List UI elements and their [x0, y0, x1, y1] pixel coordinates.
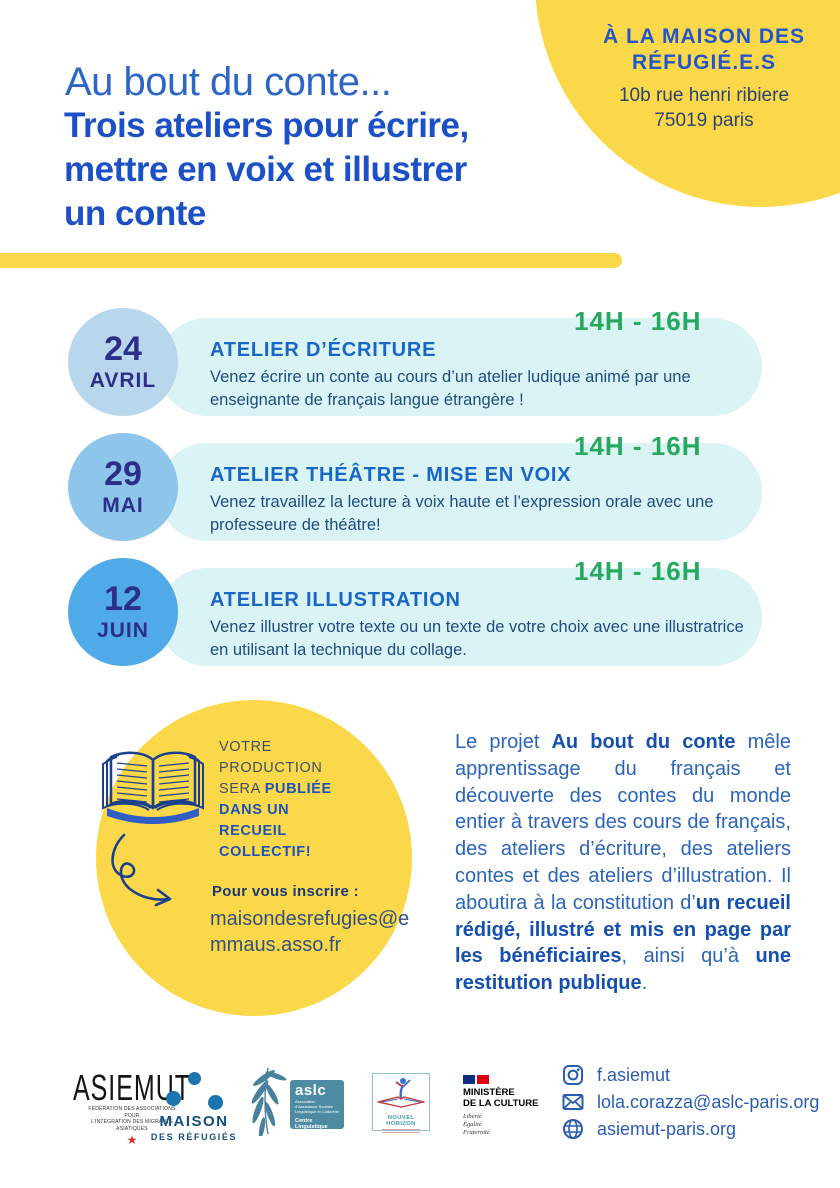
venue-info: À LA MAISON DES RÉFUGIÉ.E.S 10b rue henr… [568, 24, 840, 133]
date-day: 29 [104, 454, 142, 493]
workshop-pill [158, 568, 762, 666]
date-badge: 12 JUIN [68, 558, 178, 666]
workshop-title: ATELIER THÉÂTRE - MISE EN VOIX [210, 464, 572, 486]
aslc-caption: Centre Linguistique [295, 1118, 328, 1130]
date-badge: 24 AVRIL [68, 308, 178, 416]
date-badge: 29 MAI [68, 433, 178, 541]
workshop-pill [158, 443, 762, 541]
logo-nouvel-horizon: NOUVEL HORIZON [372, 1073, 430, 1133]
motto-line: Fraternité [463, 1129, 490, 1136]
pub-line: SERA [219, 781, 261, 797]
ministere-line2: DE LA CULTURE [463, 1098, 539, 1109]
bamboo-leaves-icon [251, 1067, 287, 1136]
contact-instagram[interactable]: f.asiemut [562, 1064, 819, 1086]
website-url[interactable]: asiemut-paris.org [597, 1118, 737, 1139]
workshop-row-ecriture: 14H - 16H 24 AVRIL ATELIER D’ÉCRITURE Ve… [0, 306, 840, 428]
publication-note: VOTRE PRODUCTION SERA PUBLIÉE DANS UN RE… [219, 737, 394, 863]
project-segment-bold: Au bout du conte [551, 731, 736, 753]
venue-address-line1: 10b rue henri ribiere [618, 85, 790, 106]
pub-line: VOTRE [219, 739, 272, 755]
asiemut-subtext: FÉDÉRATION DES ASSOCIATIONS [88, 1106, 176, 1112]
workshop-row-illustration: 14H - 16H 12 JUIN ATELIER ILLUSTRATION V… [0, 556, 840, 678]
subtitle-line-2: mettre en voix et illustrer [64, 150, 467, 189]
envelope-icon [562, 1094, 584, 1110]
project-segment-bold: un recueil rédigé, illustré et mis en pa… [455, 891, 791, 968]
three-dots-icon [146, 1072, 242, 1111]
workshop-description: Venez travaillez la lecture à voix haute… [210, 493, 714, 534]
workshop-time: 14H - 16H [574, 431, 702, 461]
subtitle-line-1: Trois ateliers pour écrire, [64, 106, 469, 145]
fine-print-placeholder [382, 1129, 420, 1130]
asiemut-subtext: L’INTÉGRATION DES MIGRANTS [90, 1119, 174, 1125]
venue-name-line1: À LA MAISON DES [602, 25, 806, 48]
contact-email-address[interactable]: lola.corazza@aslc-paris.org [597, 1091, 820, 1112]
project-segment: . [641, 972, 648, 995]
fine-print-placeholder [382, 1132, 420, 1133]
contact-website[interactable]: asiemut-paris.org [562, 1118, 819, 1140]
asiemut-subtext: ASIATIQUES [116, 1125, 148, 1132]
signup-label: Pour vous inscrire : [212, 883, 359, 900]
yellow-divider [0, 253, 622, 268]
workshop-description: Venez écrire un conte au cours d’un atel… [210, 368, 691, 409]
date-month: MAI [102, 493, 144, 517]
workshop-description: Venez illustrer votre texte ou un texte … [210, 618, 744, 659]
aslc-subtext: Association d’Assistance Scolaire Lingui… [295, 1099, 339, 1114]
publication-circle [96, 700, 412, 1016]
project-segment-bold: une restitution publique [455, 945, 791, 995]
jumping-figure-book-icon [377, 1078, 425, 1108]
project-segment: mêle apprentissage du français et découv… [455, 731, 791, 914]
workshop-title: ATELIER ILLUSTRATION [210, 589, 461, 611]
page-title: Au bout du conte... [65, 60, 392, 104]
red-star-icon: ★ [126, 1133, 138, 1147]
aslc-wordmark: aslc [295, 1082, 327, 1099]
aslc-badge: aslc Association d’Assistance Scolaire L… [290, 1080, 344, 1130]
venue-name-line2: RÉFUGIÉ.E.S [631, 51, 777, 74]
instagram-handle[interactable]: f.asiemut [597, 1064, 671, 1085]
venue-address-line2: 75019 paris [654, 110, 754, 131]
nouvel-horizon-wordmark: NOUVEL HORIZON [386, 1115, 416, 1127]
logo-maison-des-refugies: MAISON DES RÉFUGIÉS [146, 1072, 242, 1142]
date-month: AVRIL [89, 368, 157, 392]
motto-line: Égalité [463, 1121, 482, 1128]
pub-line-bold: DANS UN [219, 802, 290, 818]
globe-icon [563, 1119, 583, 1139]
asiemut-subtext: POUR [124, 1112, 140, 1119]
contact-email[interactable]: lola.corazza@aslc-paris.org [562, 1091, 819, 1113]
open-book-icon [102, 751, 204, 824]
date-day: 12 [104, 579, 142, 618]
subtitle-line-3: un conte [64, 194, 206, 233]
pub-line-bold: RECUEIL [219, 823, 287, 839]
workshop-time: 14H - 16H [574, 306, 702, 336]
date-day: 24 [104, 329, 142, 368]
pub-line-bold: COLLECTIF! [219, 844, 312, 860]
logo-aslc: aslc Association d’Assistance Scolaire L… [246, 1066, 346, 1136]
logo-ministere-culture: MINISTÈRE DE LA CULTURE Liberté Égalité … [463, 1075, 563, 1137]
workshop-time: 14H - 16H [574, 556, 702, 586]
workshop-row-theatre: 14H - 16H 29 MAI ATELIER THÉÂTRE - MISE … [0, 431, 840, 553]
motto-line: Liberté [463, 1113, 482, 1120]
pub-line: PRODUCTION [219, 760, 323, 776]
instagram-icon [563, 1065, 583, 1085]
workshop-pill [158, 318, 762, 416]
date-month: JUIN [97, 618, 149, 642]
contact-list: f.asiemut lola.corazza@aslc-paris.org as… [562, 1064, 819, 1145]
workshop-title: ATELIER D’ÉCRITURE [210, 339, 437, 361]
french-flag-icon [463, 1075, 563, 1084]
ministere-line1: MINISTÈRE [463, 1087, 515, 1098]
signup-email-link[interactable]: maisondesrefugies@emmaus.asso.fr [210, 908, 410, 956]
maison-subtext: DES RÉFUGIÉS [150, 1132, 238, 1142]
squiggle-arrow-icon [111, 833, 172, 907]
project-segment: , ainsi qu’à [621, 945, 756, 968]
maison-wordmark: MAISON [159, 1113, 229, 1130]
page-subtitle: Trois ateliers pour écrire, mettre en vo… [64, 104, 469, 236]
pub-line-bold: PUBLIÉE [264, 781, 332, 797]
project-segment: Le projet [455, 731, 552, 753]
project-description: Le projet Au bout du conte mêle apprenti… [455, 729, 791, 997]
